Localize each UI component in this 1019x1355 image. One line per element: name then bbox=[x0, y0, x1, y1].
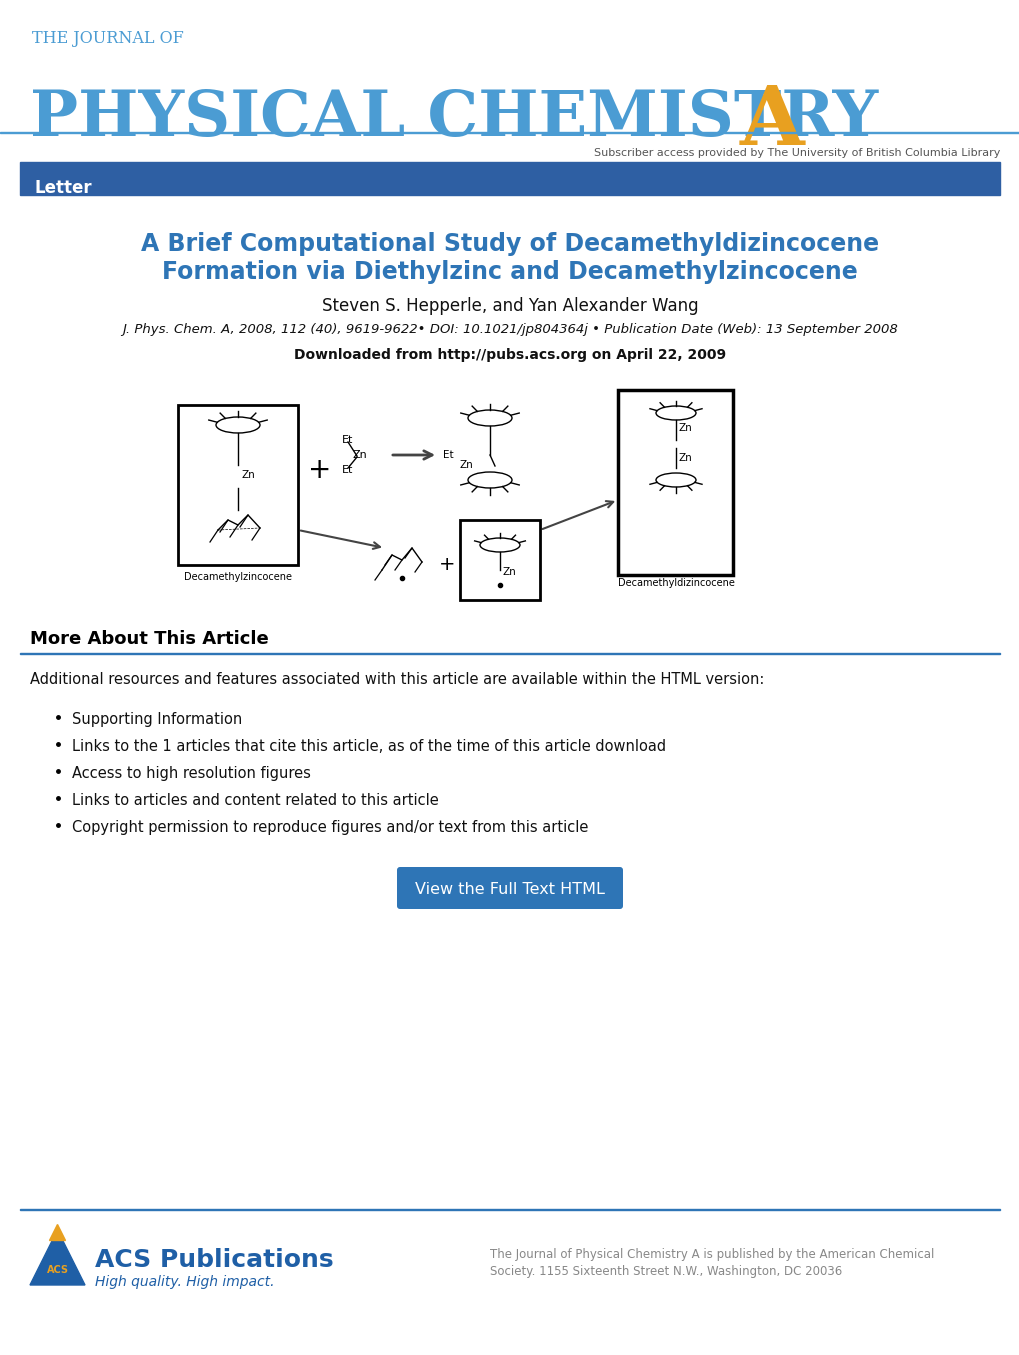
Text: Links to the 1 articles that cite this article, as of the time of this article d: Links to the 1 articles that cite this a… bbox=[72, 738, 665, 753]
Text: Zn: Zn bbox=[242, 470, 256, 480]
Text: Supporting Information: Supporting Information bbox=[72, 711, 243, 728]
Text: Downloaded from http://pubs.acs.org on April 22, 2009: Downloaded from http://pubs.acs.org on A… bbox=[293, 348, 726, 362]
Text: Access to high resolution figures: Access to high resolution figures bbox=[72, 766, 311, 780]
Text: Zn: Zn bbox=[502, 566, 517, 577]
Text: The Journal of Physical Chemistry A is published by the American Chemical: The Journal of Physical Chemistry A is p… bbox=[489, 1248, 933, 1262]
Text: J. Phys. Chem. A, 2008, 112 (40), 9619-9622• DOI: 10.1021/jp804364j • Publicatio: J. Phys. Chem. A, 2008, 112 (40), 9619-9… bbox=[122, 322, 897, 336]
Text: Zn: Zn bbox=[460, 459, 473, 470]
Text: Formation via Diethylzinc and Decamethylzincocene: Formation via Diethylzinc and Decamethyl… bbox=[162, 260, 857, 285]
Bar bbox=[618, 390, 733, 575]
Text: Et: Et bbox=[341, 465, 353, 476]
Bar bbox=[178, 405, 298, 565]
Bar bbox=[0, 131, 1019, 133]
Bar bbox=[20, 653, 999, 654]
Text: Steven S. Hepperle, and Yan Alexander Wang: Steven S. Hepperle, and Yan Alexander Wa… bbox=[321, 297, 698, 314]
Text: A Brief Computational Study of Decamethyldizincocene: A Brief Computational Study of Decamethy… bbox=[141, 232, 878, 256]
FancyBboxPatch shape bbox=[396, 867, 623, 909]
Bar bbox=[460, 520, 539, 600]
Text: Decamethyldizincocene: Decamethyldizincocene bbox=[616, 579, 734, 588]
Text: Zn: Zn bbox=[679, 423, 692, 434]
Text: Copyright permission to reproduce figures and/or text from this article: Copyright permission to reproduce figure… bbox=[72, 820, 588, 835]
Bar bbox=[20, 1209, 999, 1210]
Text: Zn: Zn bbox=[353, 450, 368, 459]
Text: THE JOURNAL OF: THE JOURNAL OF bbox=[32, 30, 183, 47]
Text: More About This Article: More About This Article bbox=[30, 630, 268, 648]
Text: Zn: Zn bbox=[679, 453, 692, 463]
Bar bbox=[20, 163, 999, 195]
Text: Subscriber access provided by The University of British Columbia Library: Subscriber access provided by The Univer… bbox=[593, 148, 999, 159]
Text: Et: Et bbox=[341, 435, 353, 444]
Text: Et: Et bbox=[443, 450, 453, 459]
Text: Links to articles and content related to this article: Links to articles and content related to… bbox=[72, 793, 438, 808]
Text: ACS: ACS bbox=[47, 1266, 68, 1275]
Polygon shape bbox=[30, 1230, 85, 1285]
Text: +: + bbox=[438, 556, 454, 575]
Text: Society. 1155 Sixteenth Street N.W., Washington, DC 20036: Society. 1155 Sixteenth Street N.W., Was… bbox=[489, 1266, 842, 1278]
Text: High quality. High impact.: High quality. High impact. bbox=[95, 1275, 274, 1289]
Text: Decamethylzincocene: Decamethylzincocene bbox=[183, 572, 291, 583]
Text: Additional resources and features associated with this article are available wit: Additional resources and features associ… bbox=[30, 672, 763, 687]
Text: A: A bbox=[739, 83, 804, 163]
Text: Letter: Letter bbox=[35, 179, 93, 196]
Text: +: + bbox=[308, 457, 331, 484]
Text: View the Full Text HTML: View the Full Text HTML bbox=[415, 882, 604, 897]
Text: PHYSICAL CHEMISTRY: PHYSICAL CHEMISTRY bbox=[30, 88, 877, 149]
Text: ACS Publications: ACS Publications bbox=[95, 1248, 333, 1272]
